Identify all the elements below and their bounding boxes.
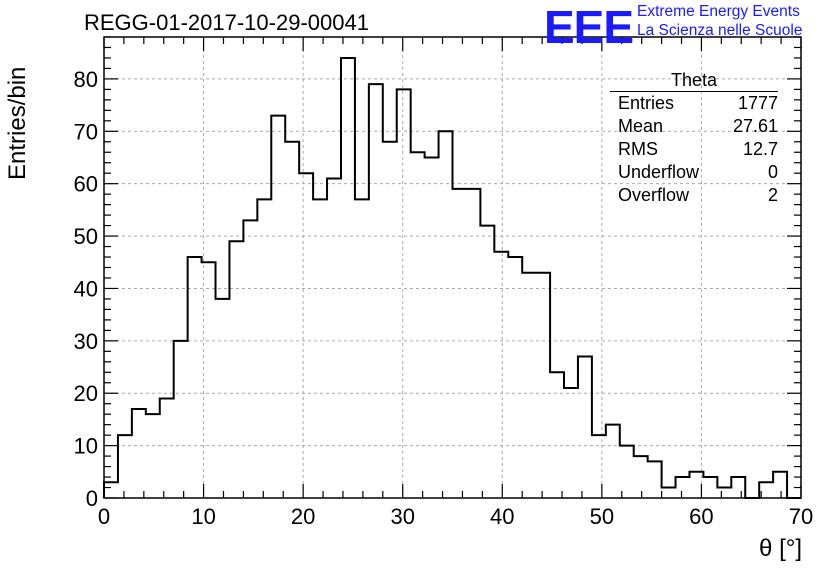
stats-value: 0 <box>767 162 778 182</box>
histogram-bin <box>606 425 620 498</box>
histogram-outline <box>103 56 801 499</box>
histogram-bin <box>773 472 787 498</box>
y-tick-label: 30 <box>74 329 98 354</box>
histogram-bin <box>327 178 341 498</box>
y-tick-label: 0 <box>86 486 98 511</box>
histogram-bin <box>439 131 453 498</box>
histogram-bin <box>411 152 425 498</box>
y-tick-label: 60 <box>74 172 98 197</box>
histogram-bin <box>174 341 188 498</box>
x-tick-label: 50 <box>590 504 614 529</box>
histogram-bin <box>341 58 355 498</box>
histogram-bin <box>564 388 578 498</box>
x-tick-label: 40 <box>490 504 514 529</box>
histogram-bin <box>355 199 369 498</box>
histogram-bin <box>188 257 202 498</box>
x-tick-label: 30 <box>390 504 414 529</box>
histogram-bin <box>369 84 383 498</box>
logo-caption-line2: La Scienza nelle Scuole <box>637 22 803 39</box>
eee-logo: EEE <box>544 1 634 53</box>
histogram-bin <box>466 189 480 498</box>
y-tick-label: 20 <box>74 381 98 406</box>
histogram-bin <box>271 116 285 498</box>
run-title: REGG-01-2017-10-29-00041 <box>84 10 369 35</box>
y-tick-label: 70 <box>74 119 98 144</box>
histogram-bin <box>313 199 327 498</box>
stats-label: Mean <box>618 116 664 136</box>
x-tick-label: 20 <box>291 504 315 529</box>
stats-row-mean: Mean 27.61 <box>610 115 778 138</box>
histogram-bin <box>676 477 690 498</box>
stats-row-overflow: Overflow 2 <box>610 184 778 207</box>
y-tick-label: 80 <box>74 67 98 92</box>
histogram-bin <box>522 273 536 498</box>
histogram-bin <box>592 435 606 498</box>
histogram-bin <box>425 157 439 498</box>
histogram-bin <box>243 220 257 498</box>
histogram-bin <box>104 482 118 498</box>
histogram-bin <box>648 461 662 498</box>
histogram-bin <box>146 414 160 498</box>
histogram-bin <box>299 173 313 498</box>
x-tick-label: 10 <box>191 504 215 529</box>
histogram-bin <box>550 372 564 498</box>
stats-label: Underflow <box>618 162 700 182</box>
stats-title: Theta <box>610 70 778 92</box>
histogram-bin <box>717 488 731 498</box>
histogram-bin <box>508 257 522 498</box>
logo-caption: Extreme Energy Events La Scienza nelle S… <box>637 2 802 40</box>
y-axis-label: Entries/bin <box>4 66 31 180</box>
stats-label: RMS <box>618 139 658 159</box>
x-tick-label: 70 <box>789 504 813 529</box>
x-tick-label: 60 <box>689 504 713 529</box>
stats-value: 2 <box>767 185 778 205</box>
histogram-bin <box>731 477 745 498</box>
histogram-bin <box>578 357 592 498</box>
histogram-bin <box>480 226 494 498</box>
histogram-bin <box>453 189 467 498</box>
histogram-bin <box>257 199 271 498</box>
histogram-bin <box>118 435 132 498</box>
histogram-bin <box>132 409 146 498</box>
histogram-bin <box>620 446 634 498</box>
histogram-bin <box>397 89 411 498</box>
histogram-bin <box>160 398 174 498</box>
stats-value: 12.7 <box>742 139 778 159</box>
stats-box: Theta Entries 1777 Mean 27.61 RMS 12.7 U… <box>610 70 778 207</box>
x-tick-label: 0 <box>98 504 110 529</box>
stats-label: Overflow <box>618 185 690 205</box>
histogram-bin <box>634 456 648 498</box>
histogram-bin <box>229 241 243 498</box>
y-tick-label: 40 <box>74 276 98 301</box>
histogram-bin <box>383 142 397 498</box>
y-tick-label: 10 <box>74 434 98 459</box>
y-tick-label: 50 <box>74 224 98 249</box>
histogram-bin <box>285 142 299 498</box>
stats-row-rms: RMS 12.7 <box>610 138 778 161</box>
logo-caption-line1: Extreme Energy Events <box>637 3 800 20</box>
stats-row-underflow: Underflow 0 <box>610 161 778 184</box>
stats-value: 27.61 <box>732 116 778 136</box>
x-axis-label: θ [°] <box>759 535 802 562</box>
stats-row-entries: Entries 1777 <box>610 92 778 115</box>
stats-value: 1777 <box>737 93 778 113</box>
histogram-bin <box>536 273 550 498</box>
histogram-bin <box>662 488 676 498</box>
stats-label: Entries <box>618 93 675 113</box>
histogram-bin <box>703 477 717 498</box>
histogram-bin <box>216 299 230 498</box>
